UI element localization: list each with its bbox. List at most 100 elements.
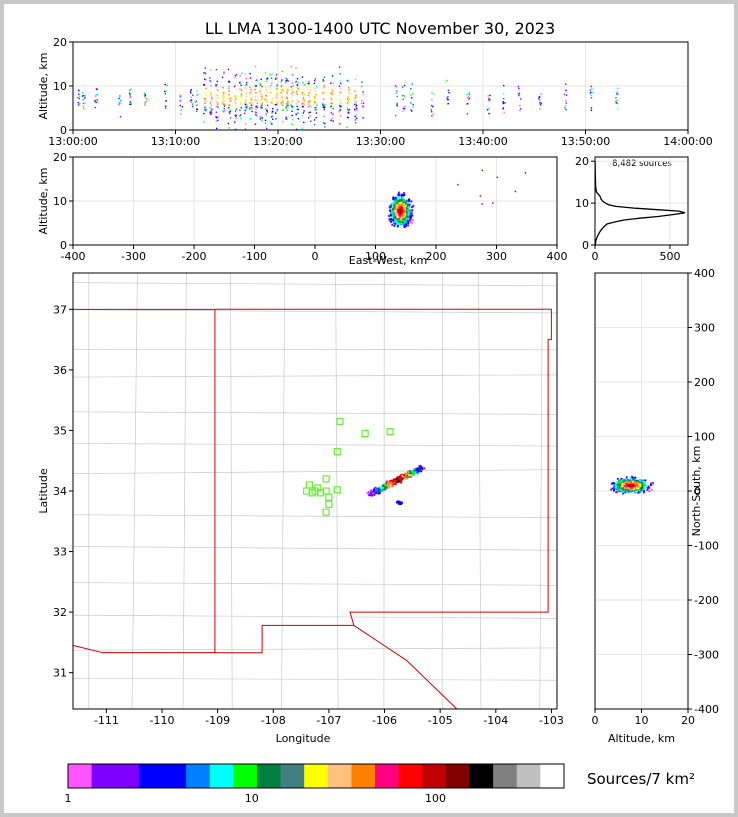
source-point bbox=[400, 195, 403, 198]
longitude-axis-tick-label: -107 bbox=[316, 714, 341, 727]
source-point bbox=[215, 83, 217, 86]
source-point bbox=[640, 479, 643, 482]
source-point bbox=[391, 208, 394, 211]
source-point bbox=[412, 204, 415, 207]
source-point bbox=[210, 111, 212, 114]
source-point bbox=[339, 105, 342, 108]
source-point bbox=[330, 102, 332, 104]
source-point bbox=[261, 98, 264, 100]
source-point bbox=[630, 488, 633, 491]
source-point bbox=[646, 485, 649, 487]
source-point bbox=[390, 218, 393, 221]
source-point bbox=[347, 99, 349, 101]
source-point bbox=[118, 103, 121, 105]
source-point bbox=[209, 106, 211, 109]
source-point bbox=[397, 200, 400, 203]
source-point bbox=[370, 491, 373, 494]
source-point bbox=[407, 220, 410, 223]
source-point bbox=[368, 490, 371, 493]
source-point bbox=[396, 200, 399, 203]
source-point bbox=[389, 219, 392, 222]
source-point bbox=[565, 100, 567, 102]
source-point bbox=[290, 101, 292, 104]
source-point bbox=[313, 80, 316, 82]
source-point bbox=[401, 196, 404, 199]
source-point bbox=[259, 89, 262, 91]
source-point bbox=[430, 111, 433, 113]
source-point bbox=[648, 486, 651, 489]
source-point bbox=[287, 104, 289, 107]
source-point bbox=[264, 86, 267, 88]
source-point bbox=[627, 485, 630, 487]
source-point bbox=[239, 109, 241, 112]
source-point bbox=[355, 102, 357, 105]
source-point bbox=[322, 80, 324, 83]
source-point bbox=[633, 485, 636, 487]
colorbar: Sources/7 km² 1 10 100 bbox=[65, 763, 695, 805]
source-point bbox=[302, 114, 304, 117]
source-point bbox=[286, 97, 288, 99]
source-point bbox=[78, 89, 80, 92]
source-point bbox=[399, 212, 402, 215]
source-point bbox=[409, 470, 412, 473]
source-point bbox=[266, 109, 268, 111]
source-point bbox=[291, 89, 294, 91]
source-point bbox=[539, 96, 541, 98]
source-point bbox=[354, 95, 356, 97]
source-point bbox=[227, 95, 230, 97]
source-point bbox=[409, 209, 412, 212]
colorbar-swatch bbox=[375, 764, 400, 788]
source-point bbox=[391, 223, 394, 226]
source-point bbox=[307, 117, 310, 119]
source-point bbox=[355, 106, 357, 108]
source-point bbox=[394, 215, 397, 218]
source-point bbox=[385, 485, 388, 488]
source-point bbox=[197, 93, 199, 95]
source-point bbox=[261, 97, 263, 99]
source-point bbox=[519, 104, 521, 107]
source-point bbox=[240, 85, 243, 87]
source-point bbox=[402, 94, 404, 97]
source-point bbox=[260, 99, 262, 102]
histogram-line bbox=[594, 161, 686, 246]
source-point bbox=[323, 106, 326, 109]
source-point bbox=[617, 481, 620, 484]
source-point bbox=[255, 105, 258, 108]
source-point bbox=[390, 479, 393, 482]
source-point bbox=[239, 74, 242, 77]
source-point bbox=[261, 104, 263, 106]
colorbar-label: Sources/7 km² bbox=[587, 770, 695, 788]
source-point bbox=[411, 110, 413, 112]
source-point bbox=[389, 483, 392, 486]
east-west-axis-tick-label: -100 bbox=[242, 250, 267, 263]
source-point bbox=[399, 199, 402, 202]
source-point bbox=[394, 202, 397, 205]
source-point bbox=[391, 210, 394, 213]
source-point bbox=[338, 104, 341, 107]
source-point bbox=[309, 96, 311, 98]
source-point bbox=[301, 76, 304, 78]
source-point bbox=[281, 70, 284, 73]
source-point bbox=[331, 89, 333, 91]
source-point bbox=[619, 485, 622, 488]
source-point bbox=[355, 94, 357, 96]
source-point bbox=[292, 85, 294, 87]
source-point bbox=[618, 488, 621, 491]
source-point bbox=[565, 102, 568, 104]
source-point bbox=[390, 220, 393, 223]
latitude-axis-tick-label: 31 bbox=[53, 667, 67, 680]
source-point bbox=[397, 212, 400, 215]
source-point bbox=[467, 98, 469, 101]
source-point bbox=[338, 85, 341, 87]
county-boundary bbox=[131, 272, 138, 710]
source-point bbox=[627, 490, 630, 493]
source-point bbox=[640, 481, 643, 484]
source-point bbox=[629, 490, 632, 493]
source-point bbox=[276, 101, 279, 104]
source-point bbox=[245, 92, 247, 94]
source-point bbox=[650, 484, 652, 487]
county-boundary bbox=[72, 614, 558, 619]
source-point bbox=[446, 103, 449, 105]
source-point bbox=[223, 103, 226, 105]
source-point bbox=[245, 77, 247, 80]
